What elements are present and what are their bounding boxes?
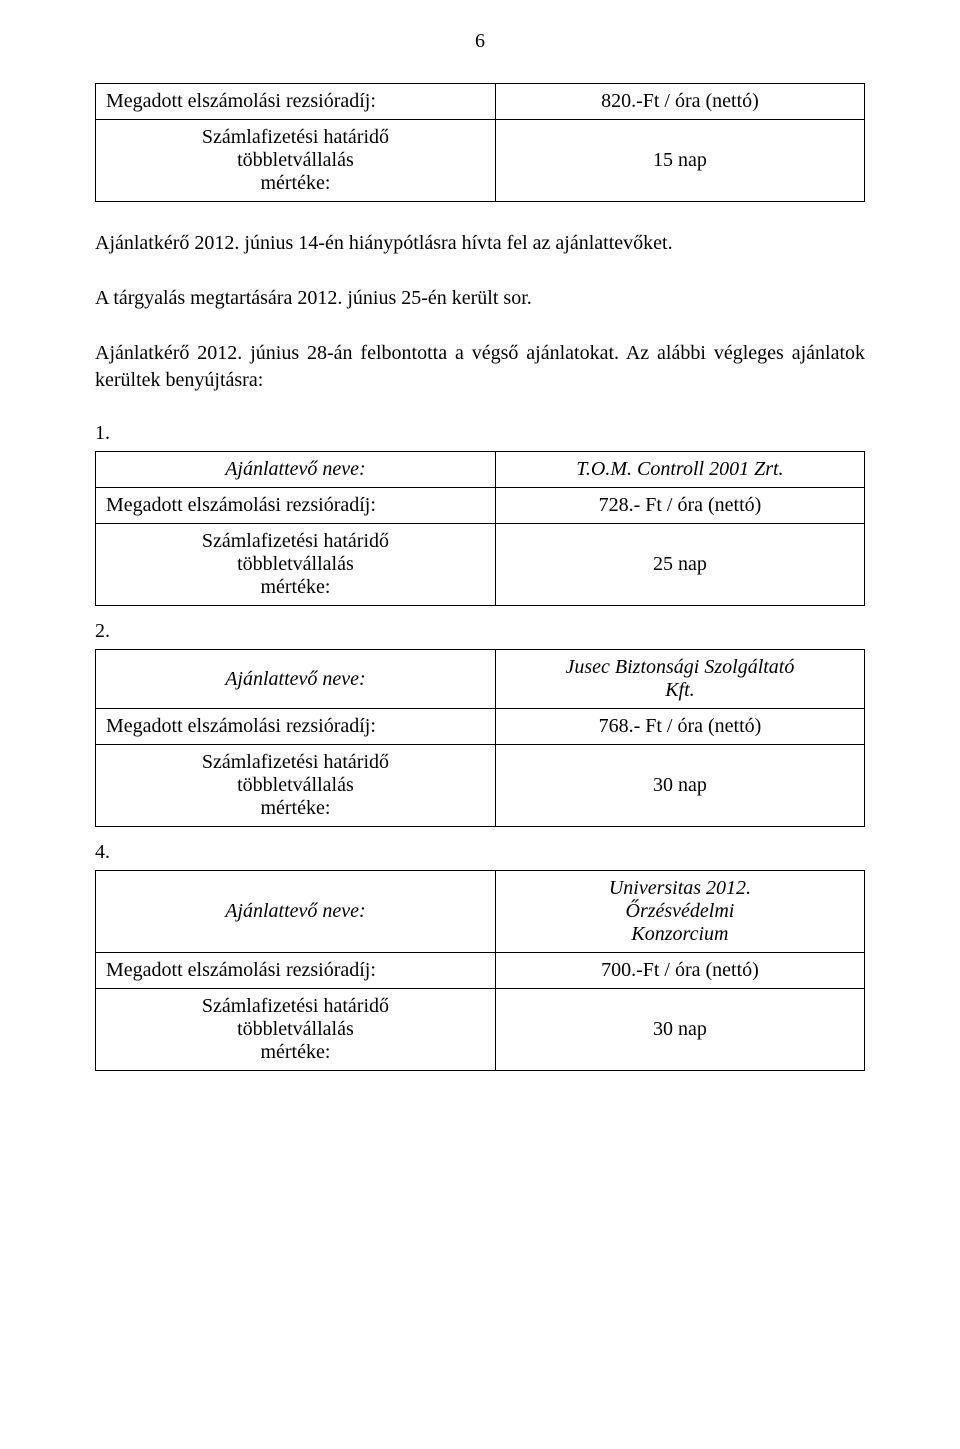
row-value: 820.-Ft / óra (nettó)	[495, 84, 864, 120]
label-line: többletvállalás	[237, 553, 354, 575]
name-line: Kft.	[665, 679, 694, 701]
row-label: Megadott elszámolási rezsióradíj:	[96, 84, 496, 120]
table-row: Ajánlattevő neve: Jusec Biztonsági Szolg…	[96, 650, 865, 709]
row-value: 15 nap	[495, 120, 864, 202]
label-line: Számlafizetési határidő	[202, 995, 389, 1017]
offer-table-1: Ajánlattevő neve: T.O.M. Controll 2001 Z…	[95, 451, 865, 606]
table-row: Számlafizetési határidő többletvállalás …	[96, 524, 865, 606]
paragraph: A tárgyalás megtartására 2012. június 25…	[95, 285, 865, 312]
top-offer-table: Megadott elszámolási rezsióradíj: 820.-F…	[95, 83, 865, 202]
label-line: mértéke:	[260, 797, 330, 819]
row-label: Ajánlattevő neve:	[96, 452, 496, 488]
name-line: Őrzésvédelmi	[626, 900, 735, 922]
table-row: Számlafizetési határidő többletvállalás …	[96, 745, 865, 827]
table-row: Megadott elszámolási rezsióradíj: 700.-F…	[96, 953, 865, 989]
row-value: 25 nap	[495, 524, 864, 606]
row-value: Jusec Biztonsági Szolgáltató Kft.	[495, 650, 864, 709]
row-label: Ajánlattevő neve:	[96, 650, 496, 709]
list-number: 4.	[95, 841, 865, 864]
row-value: 728.- Ft / óra (nettó)	[495, 488, 864, 524]
row-label: Számlafizetési határidő többletvállalás …	[96, 989, 496, 1071]
list-number: 2.	[95, 620, 865, 643]
table-row: Számlafizetési határidő többletvállalás …	[96, 120, 865, 202]
table-row: Megadott elszámolási rezsióradíj: 728.- …	[96, 488, 865, 524]
row-value: 700.-Ft / óra (nettó)	[495, 953, 864, 989]
label-line: többletvállalás	[237, 149, 354, 171]
table-row: Megadott elszámolási rezsióradíj: 820.-F…	[96, 84, 865, 120]
paragraph: Ajánlatkérő 2012. június 28-án felbontot…	[95, 340, 865, 394]
offer-table-4: Ajánlattevő neve: Universitas 2012. Őrzé…	[95, 870, 865, 1071]
table-row: Megadott elszámolási rezsióradíj: 768.- …	[96, 709, 865, 745]
row-label: Ajánlattevő neve:	[96, 871, 496, 953]
row-value: T.O.M. Controll 2001 Zrt.	[495, 452, 864, 488]
label-line: Számlafizetési határidő	[202, 751, 389, 773]
row-value: 30 nap	[495, 745, 864, 827]
label-line: mértéke:	[260, 172, 330, 194]
list-number: 1.	[95, 422, 865, 445]
row-label: Számlafizetési határidő többletvállalás …	[96, 524, 496, 606]
label-line: mértéke:	[260, 1041, 330, 1063]
row-label: Megadott elszámolási rezsióradíj:	[96, 709, 496, 745]
table-row: Ajánlattevő neve: T.O.M. Controll 2001 Z…	[96, 452, 865, 488]
label-line: többletvállalás	[237, 1018, 354, 1040]
name-line: Universitas 2012.	[609, 877, 751, 899]
label-line: többletvállalás	[237, 774, 354, 796]
row-label: Megadott elszámolási rezsióradíj:	[96, 953, 496, 989]
name-line: Konzorcium	[631, 923, 728, 945]
row-label: Megadott elszámolási rezsióradíj:	[96, 488, 496, 524]
row-label: Számlafizetési határidő többletvállalás …	[96, 745, 496, 827]
row-label: Számlafizetési határidő többletvállalás …	[96, 120, 496, 202]
row-value: Universitas 2012. Őrzésvédelmi Konzorciu…	[495, 871, 864, 953]
table-row: Számlafizetési határidő többletvállalás …	[96, 989, 865, 1071]
name-line: Jusec Biztonsági Szolgáltató	[565, 656, 794, 678]
label-line: mértéke:	[260, 576, 330, 598]
table-row: Ajánlattevő neve: Universitas 2012. Őrzé…	[96, 871, 865, 953]
row-value: 768.- Ft / óra (nettó)	[495, 709, 864, 745]
document-page: 6 Megadott elszámolási rezsióradíj: 820.…	[0, 0, 960, 1121]
paragraph: Ajánlatkérő 2012. június 14-én hiánypótl…	[95, 230, 865, 257]
offer-table-2: Ajánlattevő neve: Jusec Biztonsági Szolg…	[95, 649, 865, 827]
page-number: 6	[95, 30, 865, 53]
row-value: 30 nap	[495, 989, 864, 1071]
label-line: Számlafizetési határidő	[202, 126, 389, 148]
label-line: Számlafizetési határidő	[202, 530, 389, 552]
